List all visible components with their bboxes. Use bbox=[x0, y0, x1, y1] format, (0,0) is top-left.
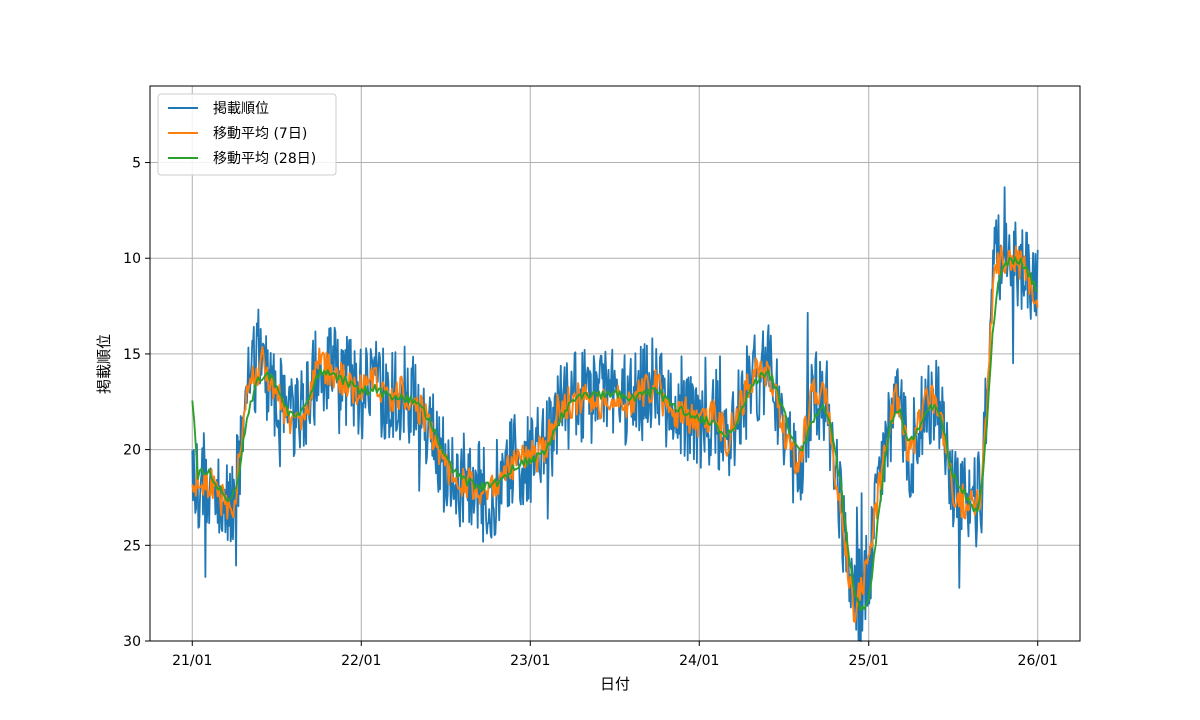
x-tick-label: 26/01 bbox=[1018, 653, 1058, 669]
y-tick-label: 30 bbox=[123, 634, 141, 650]
series-layer bbox=[191, 186, 1039, 642]
legend-label-rank: 掲載順位 bbox=[213, 101, 269, 117]
plot-frame bbox=[149, 85, 1081, 642]
legend-label-ma28: 移動平均 (28日) bbox=[213, 151, 316, 167]
y-tick-label: 15 bbox=[123, 347, 141, 363]
x-tick-label: 25/01 bbox=[849, 653, 889, 669]
x-tick-label: 24/01 bbox=[679, 653, 719, 669]
x-tick-label: 23/01 bbox=[510, 653, 550, 669]
legend: 掲載順位 移動平均 (7日) 移動平均 (28日) bbox=[157, 93, 337, 176]
legend-box bbox=[157, 93, 337, 176]
y-tick-label: 5 bbox=[132, 156, 141, 172]
x-tick-label: 22/01 bbox=[341, 653, 381, 669]
y-tick-label: 25 bbox=[123, 538, 141, 554]
x-axis: 21/01 22/01 23/01 24/01 25/01 26/01 bbox=[172, 641, 1058, 669]
y-tick-label: 10 bbox=[123, 251, 141, 267]
series-ma7-line bbox=[191, 245, 1039, 624]
y-tick-label: 20 bbox=[123, 443, 141, 459]
x-axis-label: 日付 bbox=[600, 675, 630, 693]
y-axis: 5 10 15 20 25 30 bbox=[123, 156, 150, 650]
x-tick-label: 21/01 bbox=[172, 653, 212, 669]
series-rank-line bbox=[191, 186, 1039, 642]
y-axis-label: 掲載順位 bbox=[95, 334, 113, 394]
legend-label-ma7: 移動平均 (7日) bbox=[213, 126, 307, 142]
series-ma28-line bbox=[191, 256, 1039, 612]
